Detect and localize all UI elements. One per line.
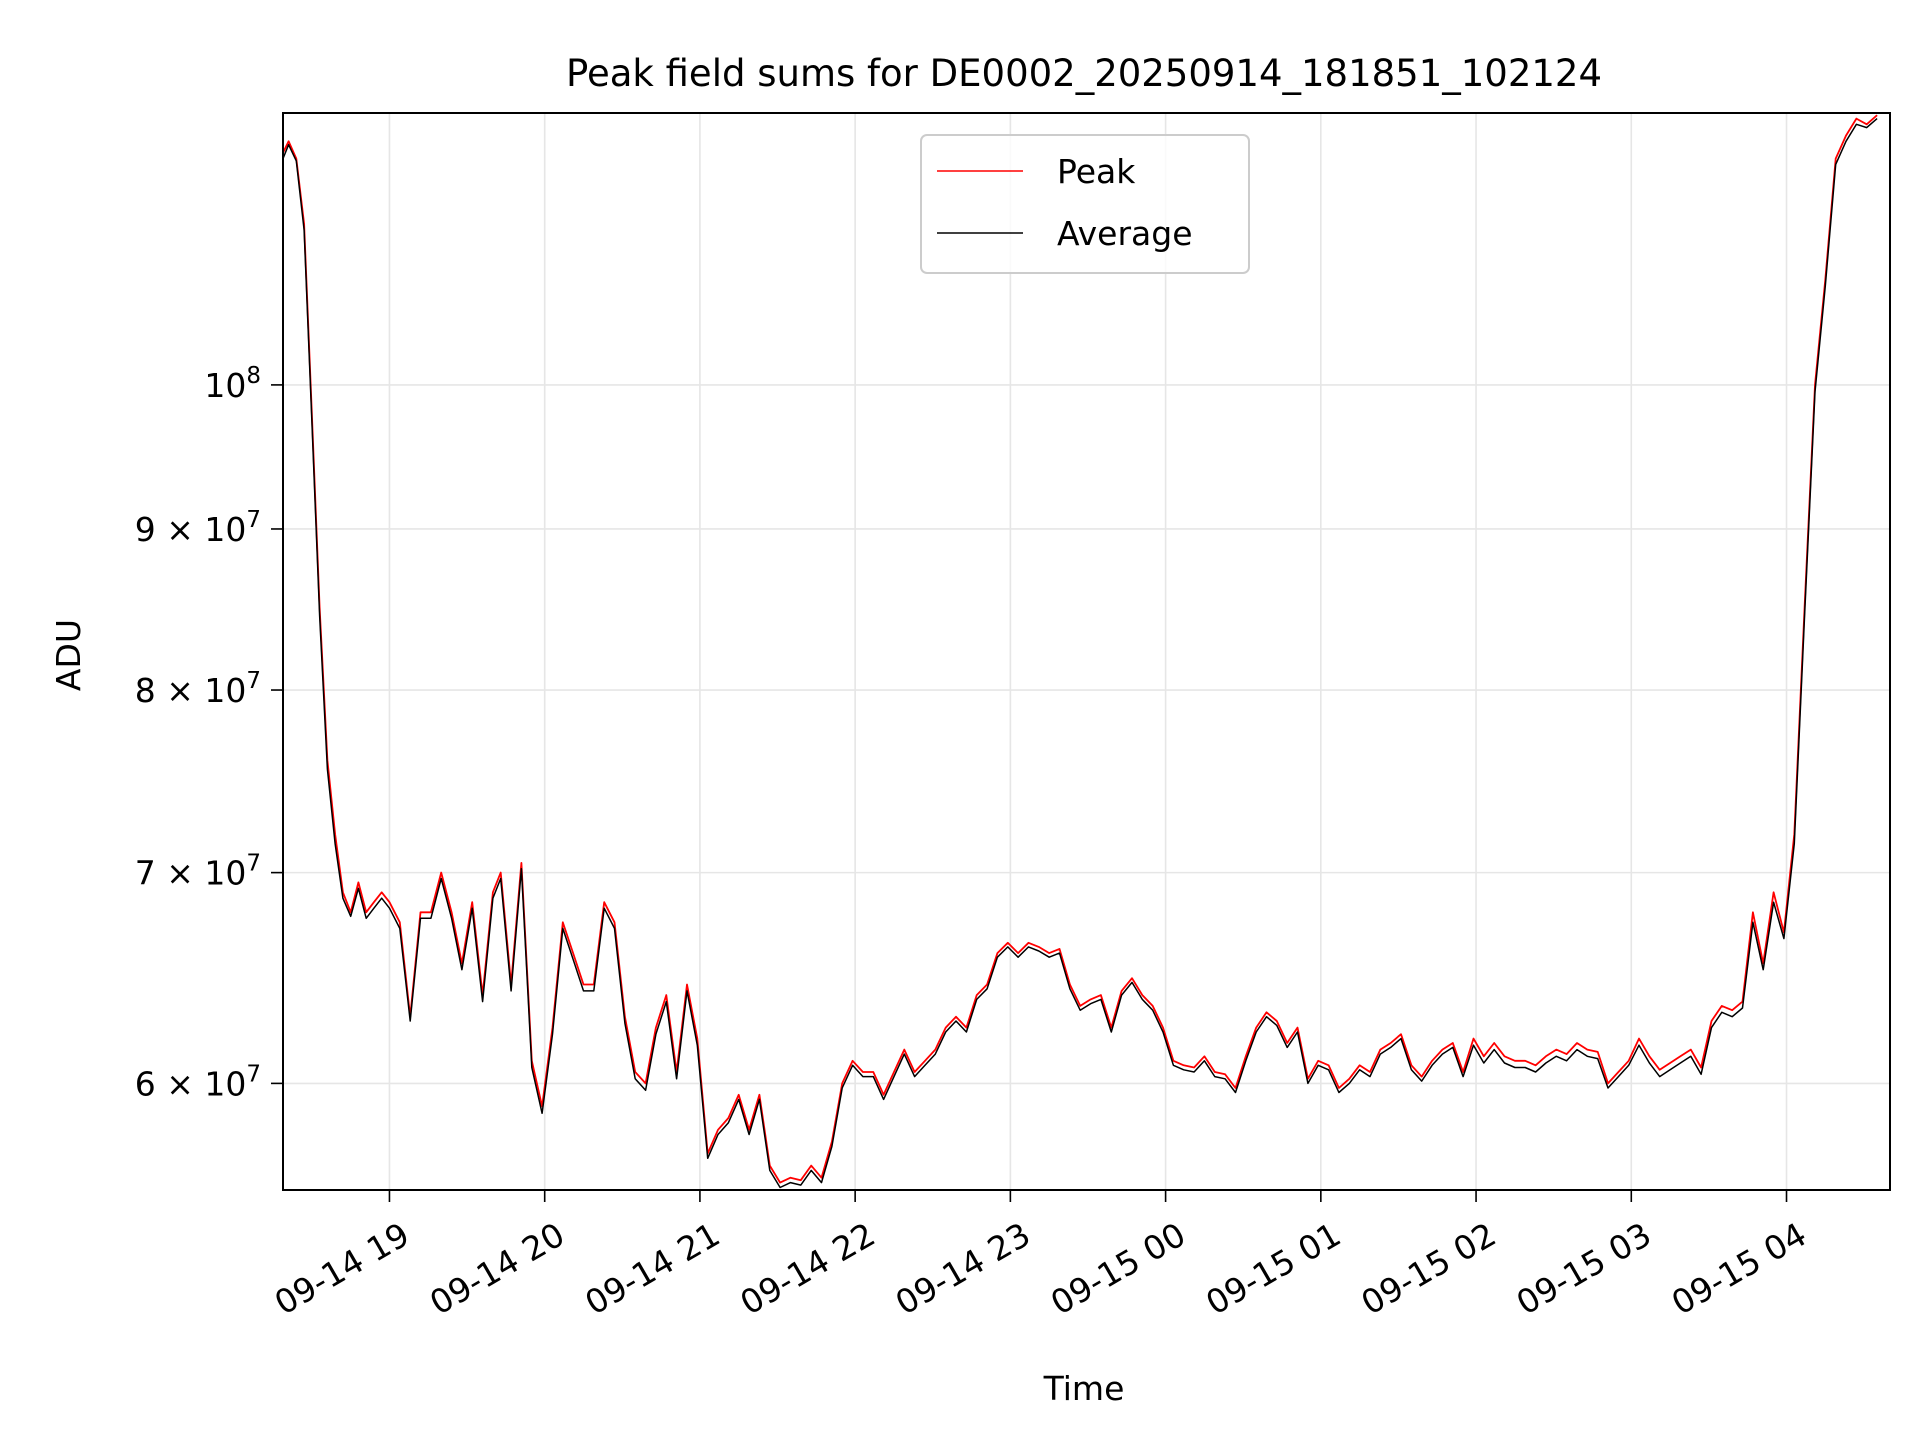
legend: Peak Average <box>920 134 1250 274</box>
axes-frame <box>282 112 1891 1191</box>
y-ticks: 6 × 107 7 × 107 8 × 107 9 × 107 108 <box>135 363 283 1103</box>
y-axis-label: ADU <box>49 619 88 691</box>
legend-peak-label: Peak <box>1057 152 1136 191</box>
y-tick-label-2: 8 × 107 <box>135 668 261 710</box>
y-tick-label-3: 9 × 107 <box>135 507 261 549</box>
series-line-average <box>282 118 1878 1189</box>
legend-average-label: Average <box>1057 214 1193 253</box>
x-axis-label: Time <box>1043 1369 1125 1408</box>
chart-title: Peak field sums for DE0002_20250914_1818… <box>566 52 1602 95</box>
y-tick-label-1: 7 × 107 <box>135 851 261 893</box>
y-tick-label-4: 108 <box>204 363 261 405</box>
y-tick-label-0: 6 × 107 <box>135 1061 261 1103</box>
legend-box <box>920 134 1250 274</box>
series-lines <box>282 114 1878 1189</box>
grid <box>283 113 1890 1190</box>
